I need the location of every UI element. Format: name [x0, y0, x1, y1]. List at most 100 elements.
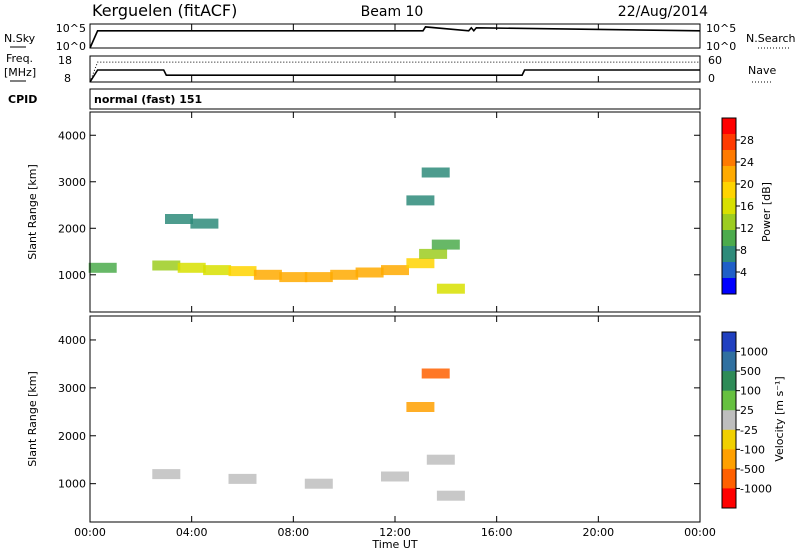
- heatmap-cell: [304, 272, 333, 283]
- heatmap-cell: [419, 248, 448, 259]
- cpid-label: CPID: [8, 93, 37, 106]
- velocity-y-axis: 4000 3000 2000 1000: [58, 334, 700, 491]
- colorbar-swatch: [722, 468, 736, 489]
- colorbar-swatch: [722, 262, 736, 279]
- velocity-colorbar: 1000 500 100 25 -25 -100 -500 -1000: [721, 331, 772, 509]
- colorbar-tick-label: 8: [740, 244, 747, 257]
- x-tick-label: 16:00: [481, 526, 513, 539]
- freq-tick-bottom: 8: [64, 72, 71, 85]
- colorbar-tick-label: 1000: [740, 346, 768, 359]
- colorbar-swatch: [722, 371, 736, 392]
- colorbar-swatch: [722, 198, 736, 215]
- power-colorbar-title: Power [dB]: [760, 182, 773, 242]
- velocity-panel: 4000 3000 2000 1000 Slant Range [km] 1000 50…: [26, 315, 786, 523]
- heatmap-cell: [431, 239, 460, 250]
- colorbar-swatch: [722, 429, 736, 450]
- nsearch-tick-bottom: 10^0: [706, 40, 736, 53]
- cpid-value: normal (fast) 151: [94, 93, 202, 106]
- velocity-colorbar-title: Velocity [m s⁻¹]: [773, 376, 786, 461]
- colorbar-swatch: [722, 390, 736, 411]
- colorbar-swatch: [722, 449, 736, 470]
- colorbar-tick-label: 28: [740, 134, 754, 147]
- heatmap-cell: [279, 272, 308, 283]
- colorbar-tick-label: -100: [740, 443, 765, 456]
- power-colorbar: 28 24 20 16 12 8 4: [721, 117, 754, 295]
- colorbar-swatch: [722, 182, 736, 199]
- heatmap-cell: [436, 283, 465, 294]
- date-title: 22/Aug/2014: [618, 4, 708, 20]
- colorbar-swatch: [722, 118, 736, 135]
- colorbar-swatch: [722, 150, 736, 167]
- time-x-axis: 00:00 04:00 08:00 12:00 16:00 20:00 00:00: [74, 24, 716, 539]
- heatmap-cell: [426, 454, 455, 465]
- colorbar-tick-label: 100: [740, 385, 761, 398]
- colorbar-tick-label: 24: [740, 156, 754, 169]
- heatmap-cell: [88, 262, 117, 273]
- heatmap-cell: [355, 267, 384, 278]
- power-y-axis: 4000 3000 2000 1000: [58, 129, 700, 282]
- nave-tick-bottom: 0: [708, 72, 715, 85]
- x-axis-title: Time UT: [371, 538, 417, 551]
- x-tick-label: 12:00: [379, 526, 411, 539]
- colorbar-swatch: [722, 246, 736, 263]
- colorbar-frame: [721, 331, 737, 509]
- heatmap-cell: [406, 195, 435, 206]
- heatmap-cell: [165, 214, 193, 224]
- heatmap-cell: [406, 258, 435, 269]
- cpid-panel: CPID normal (fast) 151: [8, 88, 701, 110]
- heatmap-cell: [381, 265, 409, 276]
- nsky-series-line: [89, 26, 701, 49]
- colorbar-swatch: [722, 166, 736, 183]
- nsky-tick-bottom: 10^0: [56, 40, 86, 53]
- colorbar-tick-label: -500: [740, 463, 765, 476]
- colorbar-tick-label: 12: [740, 222, 754, 235]
- y-tick-label: 3000: [58, 382, 86, 395]
- station-title: Kerguelen (fitACF): [92, 1, 237, 20]
- nsearch-tick-top: 10^5: [706, 22, 736, 35]
- nsearch-label: N.Search: [746, 32, 796, 45]
- x-tick-label: 08:00: [277, 526, 309, 539]
- colorbar-tick-label: 25: [740, 404, 754, 417]
- nsky-tick-top: 10^5: [56, 22, 86, 35]
- colorbar-swatch: [722, 488, 736, 509]
- y-tick-label: 4000: [58, 129, 86, 142]
- colorbar-swatch: [722, 332, 736, 352]
- heatmap-cell: [436, 490, 465, 501]
- colorbar-swatch: [722, 134, 736, 151]
- colorbar-tick-label: 20: [740, 178, 754, 191]
- freq-panel: Freq. [MHz] 18 8 60 0 Nave: [4, 52, 776, 85]
- heatmap-cell: [177, 262, 206, 273]
- heatmap-cell: [152, 469, 181, 480]
- nave-tick-top: 60: [708, 54, 722, 67]
- power-panel: 4000 3000 2000 1000 Slant Range [km] 28 24 20…: [26, 111, 773, 313]
- colorbar-tick-label: -25: [740, 424, 758, 437]
- colorbar-tick-label: 500: [740, 365, 761, 378]
- velocity-y-title: Slant Range [km]: [26, 371, 39, 467]
- nsky-label: N.Sky: [4, 32, 36, 45]
- y-tick-label: 2000: [58, 430, 86, 443]
- nave-series-line: [89, 61, 700, 83]
- y-tick-label: 1000: [58, 478, 86, 491]
- x-tick-label: 04:00: [176, 526, 208, 539]
- colorbar-swatch: [722, 410, 736, 431]
- colorbar-swatch: [722, 351, 736, 372]
- x-tick-label: 20:00: [582, 526, 614, 539]
- power-y-title: Slant Range [km]: [26, 164, 39, 260]
- nsky-panel: N.Sky 10^5 10^0 10^5 10^0 N.Search: [4, 22, 796, 53]
- heatmap-cell: [253, 269, 282, 280]
- heatmap-cell: [330, 269, 359, 280]
- heatmap-cell: [304, 478, 333, 489]
- beam-title: Beam 10: [361, 4, 424, 20]
- freq-label-line1: Freq.: [6, 52, 33, 65]
- colorbar-swatch: [722, 214, 736, 231]
- colorbar-tick-label: -1000: [740, 482, 772, 495]
- colorbar-swatch: [722, 278, 736, 295]
- freq-label-line2: [MHz]: [4, 66, 36, 79]
- nave-label: Nave: [748, 64, 776, 77]
- y-tick-label: 4000: [58, 334, 86, 347]
- heatmap-cell: [381, 471, 409, 482]
- heatmap-cell: [421, 368, 450, 379]
- heatmap-cell: [406, 402, 435, 412]
- colorbar-tick-label: 16: [740, 200, 754, 213]
